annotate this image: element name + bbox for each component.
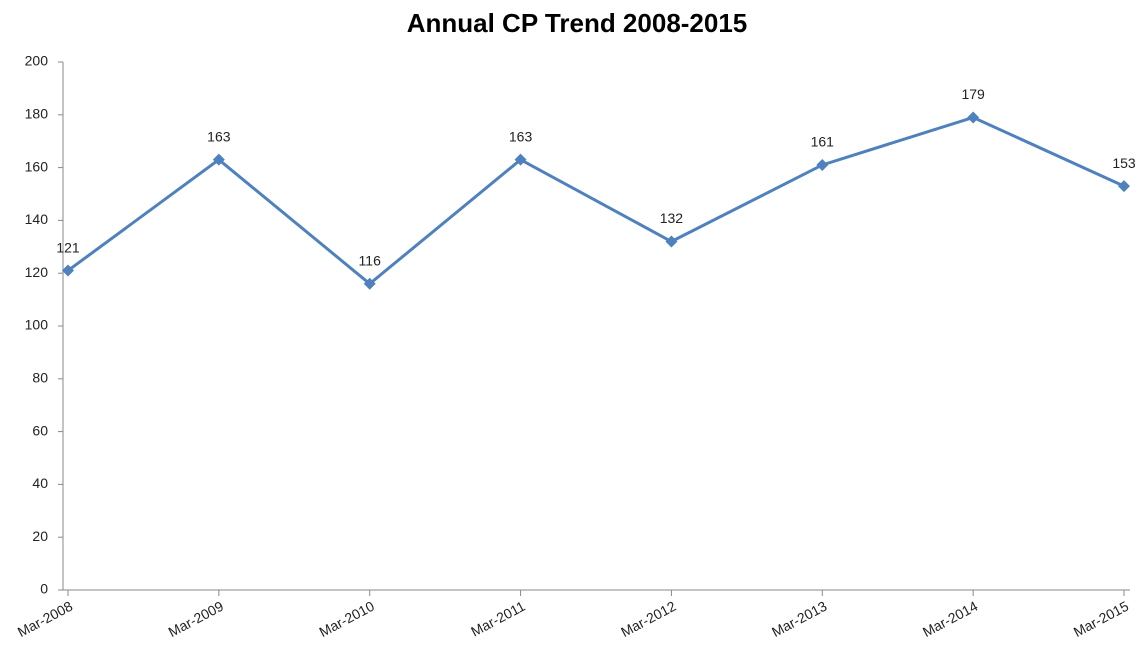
- y-tick-label: 120: [25, 264, 49, 280]
- x-tick-label: Mar-2014: [920, 598, 981, 640]
- x-tick-label: Mar-2013: [769, 598, 830, 640]
- data-label: 132: [660, 210, 684, 226]
- x-tick-label: Mar-2010: [316, 598, 377, 640]
- marker: [665, 235, 678, 248]
- marker: [363, 277, 376, 290]
- x-tick-label: Mar-2015: [1071, 598, 1132, 640]
- y-tick-label: 100: [25, 317, 49, 333]
- marker: [1118, 180, 1130, 193]
- marker: [816, 158, 829, 171]
- y-tick-label: 140: [25, 211, 49, 227]
- line: [67, 115, 1125, 286]
- x-tick-label: Mar-2012: [618, 598, 679, 640]
- y-tick-label: 160: [25, 158, 49, 174]
- x-tick-label: Mar-2011: [468, 598, 528, 640]
- data-label: 121: [56, 239, 80, 255]
- data-label: 179: [961, 86, 985, 102]
- y-tick-label: 60: [32, 422, 48, 438]
- y-tick-label: 200: [25, 53, 49, 69]
- chart-title: Annual CP Trend 2008-2015: [407, 8, 748, 38]
- y-tick-label: 20: [32, 528, 48, 544]
- data-label: 163: [207, 128, 231, 144]
- data-label: 153: [1112, 155, 1136, 171]
- x-tick-label: Mar-2009: [166, 598, 227, 640]
- marker: [62, 264, 74, 277]
- marker: [212, 153, 225, 166]
- y-tick-label: 80: [32, 370, 48, 386]
- data-label: 116: [359, 252, 382, 268]
- y-tick-label: 40: [32, 475, 48, 491]
- x-tick-label: Mar-2008: [15, 598, 76, 640]
- data-label: 161: [811, 134, 835, 150]
- marker: [514, 153, 527, 166]
- y-tick-label: 180: [25, 106, 49, 122]
- data-label: 163: [509, 128, 533, 144]
- marker: [967, 111, 980, 124]
- y-tick-label: 0: [40, 581, 48, 597]
